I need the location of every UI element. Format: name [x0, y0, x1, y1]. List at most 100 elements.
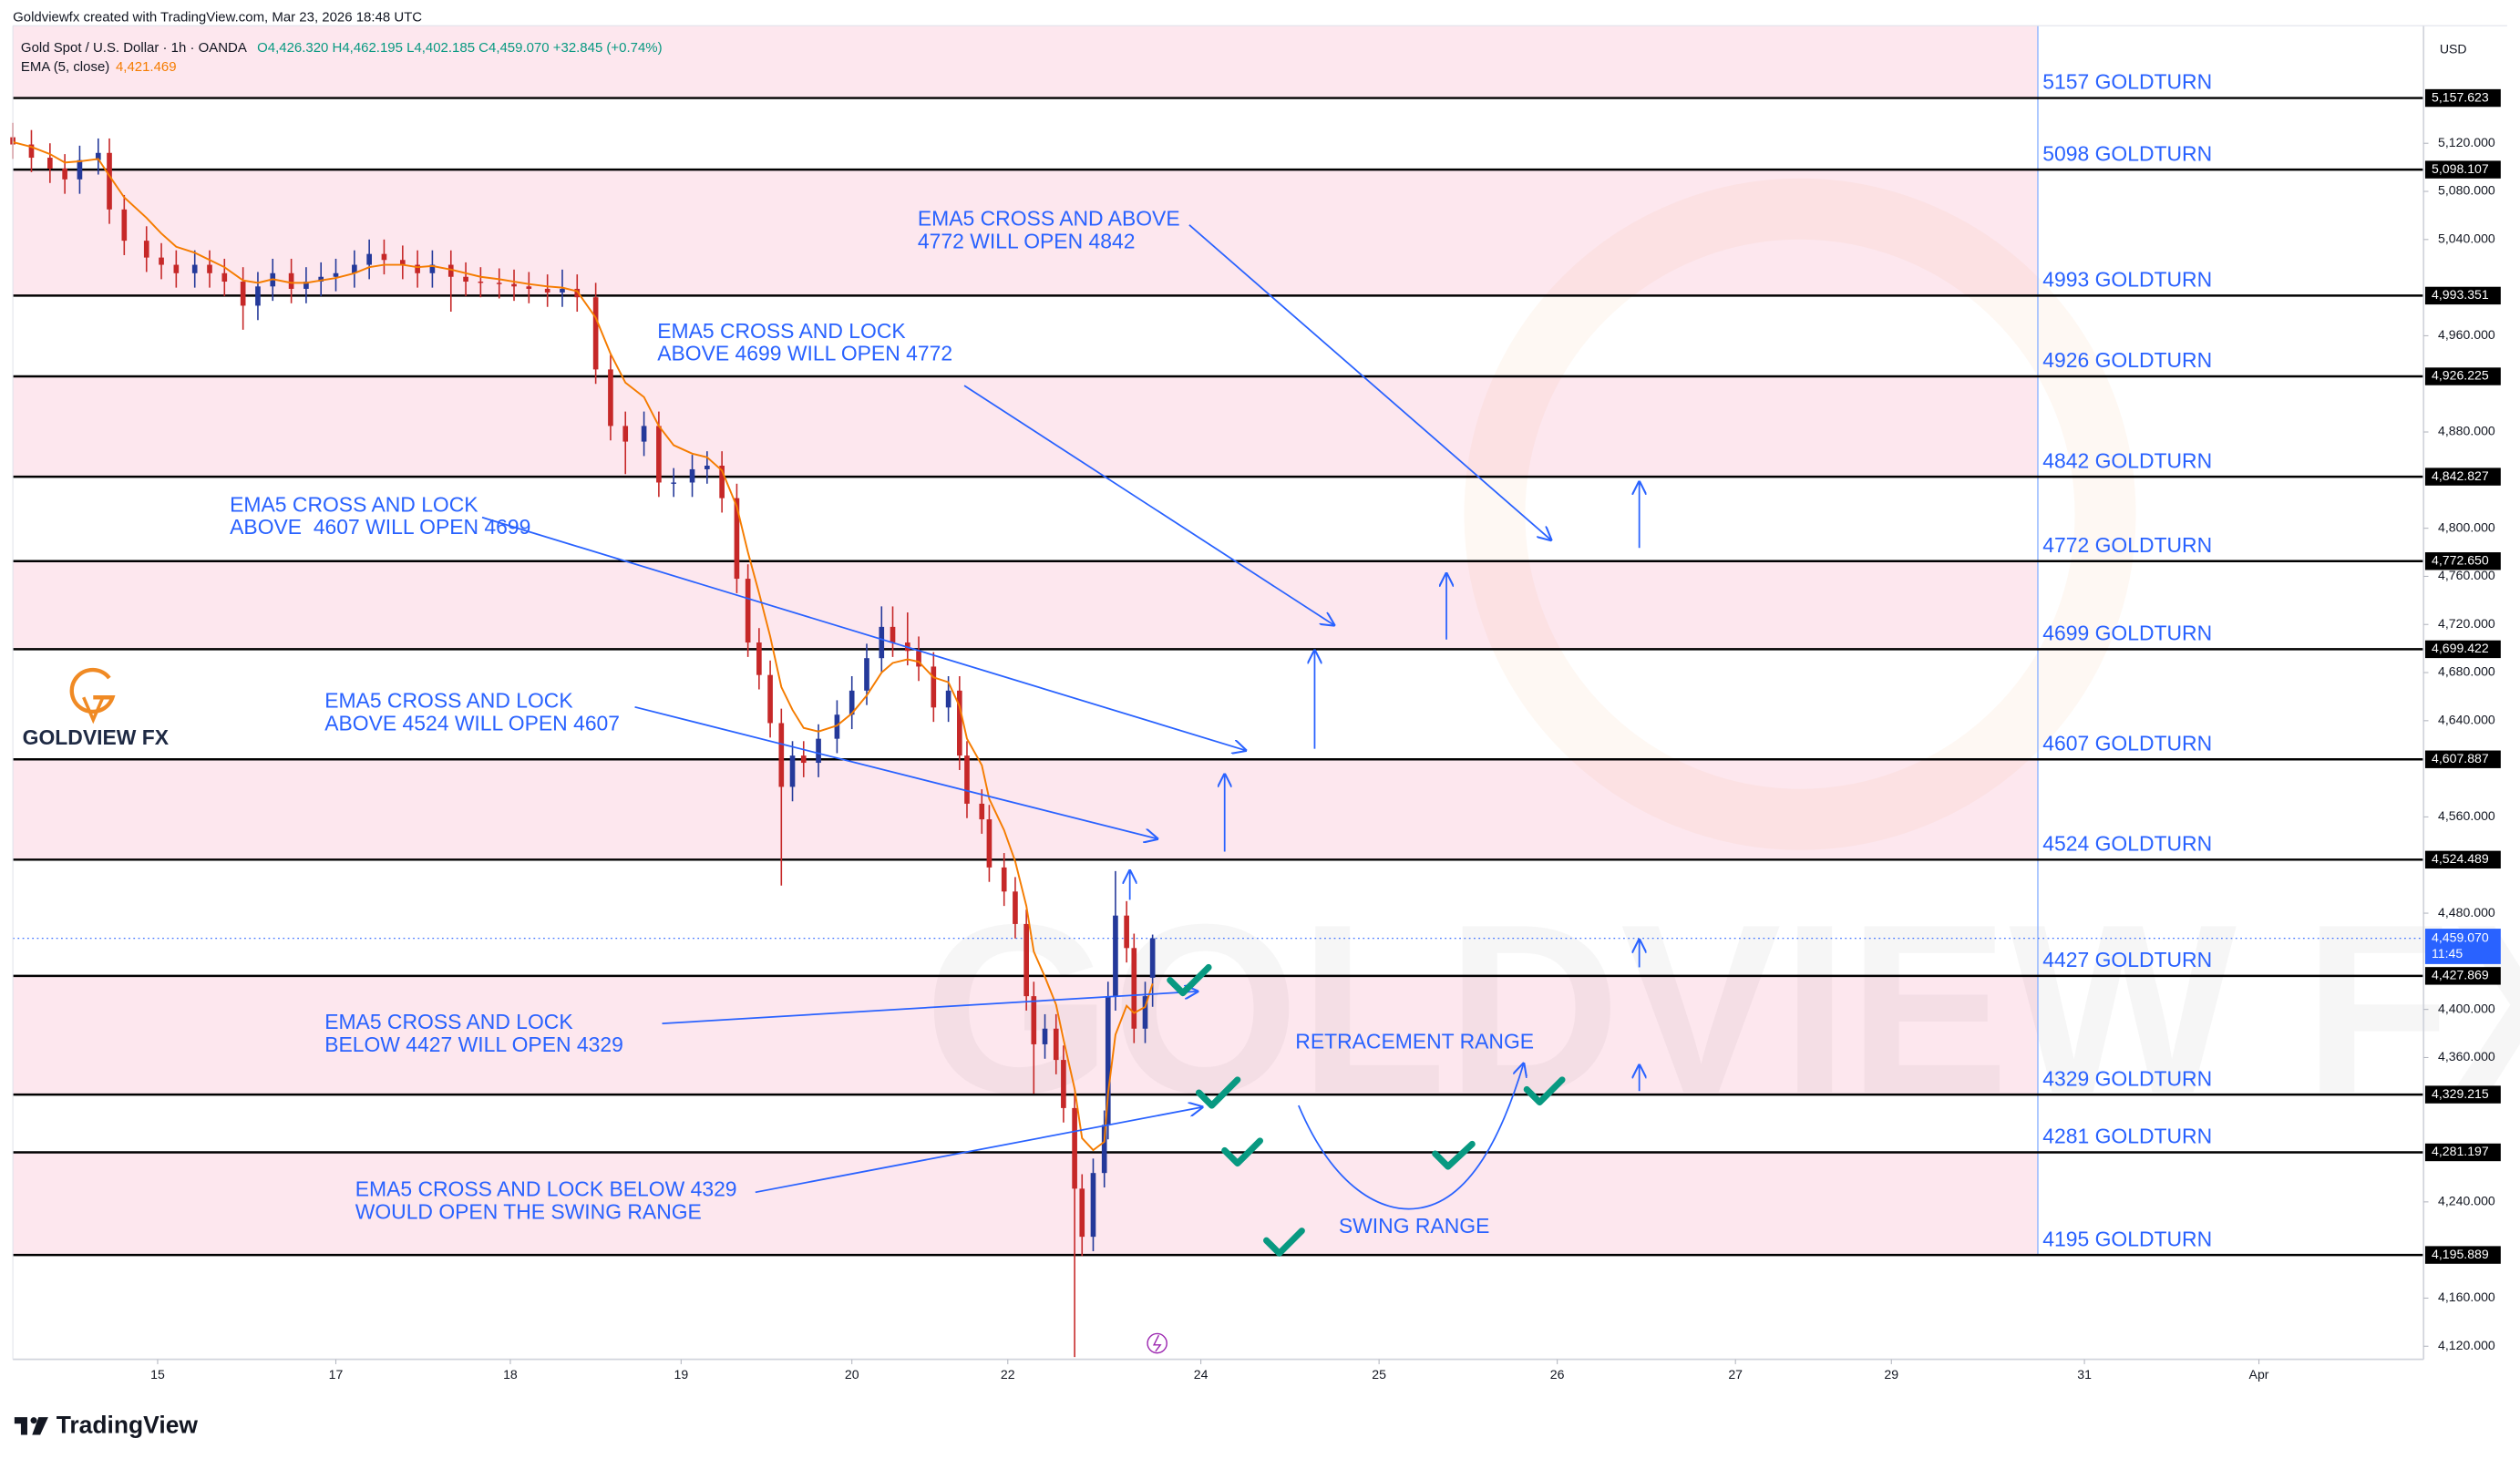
watermark: GOLDVIEW FX	[924, 875, 2520, 1144]
candle-body	[191, 264, 198, 273]
candle-body	[1053, 1028, 1059, 1061]
candle-body	[957, 690, 962, 756]
candle-body	[1031, 996, 1037, 1044]
candle-body	[107, 152, 112, 210]
arrow	[481, 516, 1246, 751]
level-label: 4524 GOLDTURN	[2042, 832, 2212, 856]
level-label: 4926 GOLDTURN	[2042, 348, 2212, 372]
price-box-label: 4,699.422	[2432, 641, 2489, 655]
candle-body	[1090, 1173, 1096, 1238]
candle-body	[734, 498, 740, 580]
symbol: Gold Spot / U.S. Dollar · 1h · OANDA	[21, 40, 247, 56]
checkmark	[1432, 1140, 1476, 1170]
candle-body	[399, 260, 406, 265]
candle-body	[526, 286, 532, 289]
candle-body	[28, 144, 35, 159]
logo-text: GOLDVIEW FX	[23, 725, 170, 749]
candle-body	[366, 253, 372, 265]
level-label: 4329 GOLDTURN	[2042, 1066, 2212, 1090]
candle-body	[221, 272, 228, 283]
y-tick-label: 4,640.000	[2438, 713, 2495, 727]
price-box-label: 4,772.650	[2432, 552, 2489, 567]
price-box	[2424, 160, 2501, 179]
candle-body	[608, 369, 613, 426]
arrow	[1188, 224, 1551, 540]
checkmark	[1221, 1137, 1264, 1167]
level-label: 4281 GOLDTURN	[2042, 1125, 2212, 1148]
candle-body	[318, 276, 324, 283]
candle-body	[240, 282, 246, 306]
price-box	[2424, 750, 2501, 768]
candle-body	[1079, 1188, 1085, 1238]
y-tick-label: 4,720.000	[2438, 616, 2495, 631]
y-tick-label: 4,680.000	[2438, 664, 2495, 679]
price-box-label: 4,607.887	[2432, 751, 2489, 765]
logo-icon	[82, 696, 105, 724]
checkmark	[1263, 1228, 1305, 1257]
zone	[13, 759, 2038, 860]
logo: GOLDVIEW FX	[23, 667, 170, 749]
ema-line	[12, 140, 1154, 1152]
y-tick-label: 4,760.000	[2438, 568, 2495, 582]
level-label: 4993 GOLDTURN	[2042, 268, 2212, 292]
level-label: 4195 GOLDTURN	[2042, 1227, 2212, 1250]
candle-body	[979, 803, 985, 820]
candle-body	[207, 264, 212, 273]
price-box	[2424, 967, 2501, 985]
y-tick-label: 5,080.000	[2438, 183, 2495, 198]
candle-body	[574, 288, 581, 298]
logo-icon	[69, 667, 116, 714]
candle-body	[789, 755, 796, 787]
candle-body	[288, 272, 294, 289]
candle-body	[1124, 915, 1129, 949]
x-tick-label: Apr	[2249, 1367, 2269, 1382]
x-tick-label: 17	[329, 1367, 344, 1382]
candle-body	[1149, 938, 1156, 978]
brand-icon	[32, 1417, 48, 1435]
y-tick-label: 4,880.000	[2438, 424, 2495, 438]
candle-body	[641, 426, 647, 442]
annotation: EMA5 CROSS AND LOCK	[230, 492, 478, 516]
arrow	[755, 1107, 1202, 1194]
price-box-label: 4,195.889	[2432, 1247, 2489, 1261]
current-price-box	[2424, 929, 2501, 964]
candle-body	[352, 264, 357, 273]
price-box-label: 4,329.215	[2432, 1086, 2489, 1101]
price-box	[2424, 1085, 2501, 1104]
level-label: 4842 GOLDTURN	[2042, 448, 2212, 472]
price-box-label: 4,993.351	[2432, 287, 2489, 302]
x-tick-label: 29	[1884, 1367, 1898, 1382]
candle-body	[816, 738, 821, 764]
candle-body	[767, 674, 773, 724]
checkmark	[1523, 1076, 1566, 1106]
axis-labels: 4,120.000 4,160.000 4,240.000 4,360.000 4,40…	[150, 88, 2501, 1382]
candle-body	[756, 642, 762, 675]
price-box-label: 4,926.225	[2432, 368, 2489, 383]
price-box	[2424, 467, 2501, 486]
candle-body	[333, 272, 339, 277]
annotation: ABOVE 4699 WILL OPEN 4772	[657, 342, 952, 365]
currency: USD	[2440, 41, 2467, 56]
y-tick-label: 4,560.000	[2438, 808, 2495, 823]
candle-body	[173, 264, 180, 273]
candle-body	[1131, 948, 1137, 1029]
candle-body	[778, 723, 785, 787]
level-label: 4772 GOLDTURN	[2042, 533, 2212, 557]
candle-body	[1001, 867, 1007, 892]
price-box	[2424, 640, 2501, 659]
price-box	[2424, 1143, 2501, 1162]
event-icon	[1147, 1332, 1167, 1354]
brand-icon	[30, 1417, 37, 1424]
annotation: WOULD OPEN THE SWING RANGE	[355, 1199, 702, 1223]
x-tick-label: 24	[1194, 1367, 1209, 1382]
arrow	[963, 385, 1334, 625]
x-tick-label: 20	[845, 1367, 859, 1382]
event-icon	[1152, 1334, 1162, 1352]
candle-body	[47, 158, 53, 169]
candle-body	[1013, 891, 1018, 924]
levels: 5157 GOLDTURN 5098 GOLDTURN 4993 GOLDTURN 4…	[13, 70, 2424, 1257]
ema-value: 4,421.469	[116, 59, 177, 75]
candle-body	[1023, 923, 1029, 997]
